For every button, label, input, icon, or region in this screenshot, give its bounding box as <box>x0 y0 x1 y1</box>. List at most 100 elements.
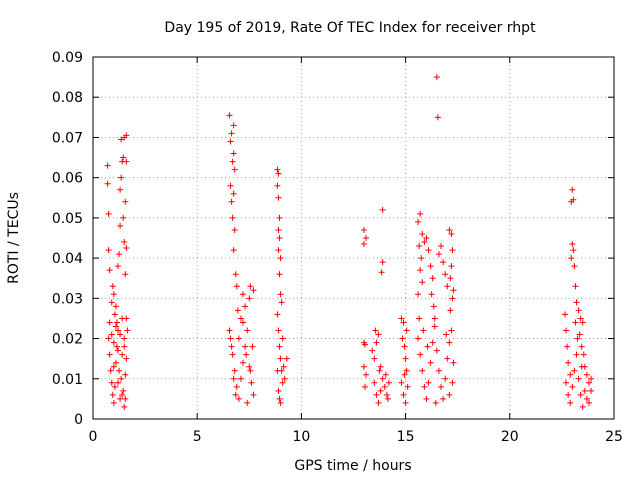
data-point <box>120 387 127 394</box>
data-point <box>233 383 240 390</box>
data-point <box>121 239 128 246</box>
data-point <box>243 351 250 358</box>
data-point <box>563 379 570 386</box>
data-point <box>583 371 590 378</box>
data-point <box>121 403 128 410</box>
data-point <box>381 383 388 390</box>
data-point <box>447 307 454 314</box>
data-point <box>117 395 124 402</box>
data-point <box>108 379 115 386</box>
data-point <box>363 371 370 378</box>
data-point <box>376 367 383 374</box>
data-point <box>275 387 282 394</box>
data-point <box>230 150 237 157</box>
plot-frame <box>92 56 615 420</box>
y-tick-label: 0 <box>74 412 83 428</box>
x-tick-label: 5 <box>193 429 202 445</box>
data-point <box>448 263 455 270</box>
data-point <box>230 190 237 197</box>
data-point <box>274 166 281 173</box>
data-point <box>117 186 124 193</box>
data-point <box>227 335 234 342</box>
data-point <box>577 391 584 398</box>
data-point <box>435 367 442 374</box>
data-point <box>375 399 382 406</box>
data-point <box>449 295 456 302</box>
data-point <box>418 255 425 262</box>
data-point <box>283 355 290 362</box>
data-point <box>431 315 438 322</box>
data-point <box>444 355 451 362</box>
data-point <box>577 315 584 322</box>
data-point <box>361 341 368 348</box>
data-point <box>232 391 239 398</box>
data-point <box>369 347 376 354</box>
data-point <box>277 291 284 298</box>
data-point <box>122 271 129 278</box>
data-point <box>237 375 244 382</box>
data-point <box>562 311 569 318</box>
data-point <box>578 343 585 350</box>
data-point <box>446 226 453 233</box>
data-point <box>235 335 242 342</box>
data-point <box>403 367 410 374</box>
data-point <box>276 343 283 350</box>
data-point <box>228 198 235 205</box>
grid-lines <box>93 57 614 419</box>
data-point <box>383 391 390 398</box>
data-point <box>242 303 249 310</box>
data-point <box>575 307 582 314</box>
y-tick-label: 0.05 <box>52 211 83 227</box>
y-tick-label: 0.09 <box>52 50 83 66</box>
data-point <box>109 283 116 290</box>
data-point <box>115 263 122 270</box>
data-point <box>118 136 125 143</box>
data-point <box>110 399 117 406</box>
x-tick-label: 15 <box>397 429 415 445</box>
data-point <box>119 351 126 358</box>
data-point <box>228 343 235 350</box>
data-point <box>277 399 284 406</box>
data-point <box>377 363 384 370</box>
data-point <box>246 363 253 370</box>
data-point <box>572 319 579 326</box>
data-point <box>371 379 378 386</box>
data-point <box>112 323 119 330</box>
data-point <box>581 387 588 394</box>
data-point <box>116 251 123 258</box>
data-point <box>123 245 130 252</box>
data-point <box>277 255 284 262</box>
data-point <box>578 363 585 370</box>
data-point <box>232 271 239 278</box>
data-point <box>106 351 113 358</box>
data-point <box>233 283 240 290</box>
data-point <box>109 391 116 398</box>
data-point <box>569 241 576 248</box>
y-tick-label: 0.03 <box>52 291 83 307</box>
data-point <box>248 379 255 386</box>
data-point <box>229 158 236 165</box>
data-point <box>419 367 426 374</box>
data-point <box>247 283 254 290</box>
data-point <box>108 299 115 306</box>
data-point <box>110 291 117 298</box>
data-point <box>446 339 453 346</box>
data-point <box>235 395 242 402</box>
data-point <box>227 138 234 145</box>
data-point <box>276 214 283 221</box>
data-point <box>585 399 592 406</box>
data-point <box>105 247 112 254</box>
data-point <box>124 327 131 334</box>
data-point <box>385 379 392 386</box>
data-point <box>246 295 253 302</box>
data-point <box>576 331 583 338</box>
data-point <box>229 351 236 358</box>
data-point <box>446 391 453 398</box>
data-point <box>583 395 590 402</box>
data-point <box>106 319 113 326</box>
data-point <box>123 132 130 139</box>
data-point <box>401 343 408 350</box>
data-point <box>360 363 367 370</box>
data-point <box>105 335 112 342</box>
